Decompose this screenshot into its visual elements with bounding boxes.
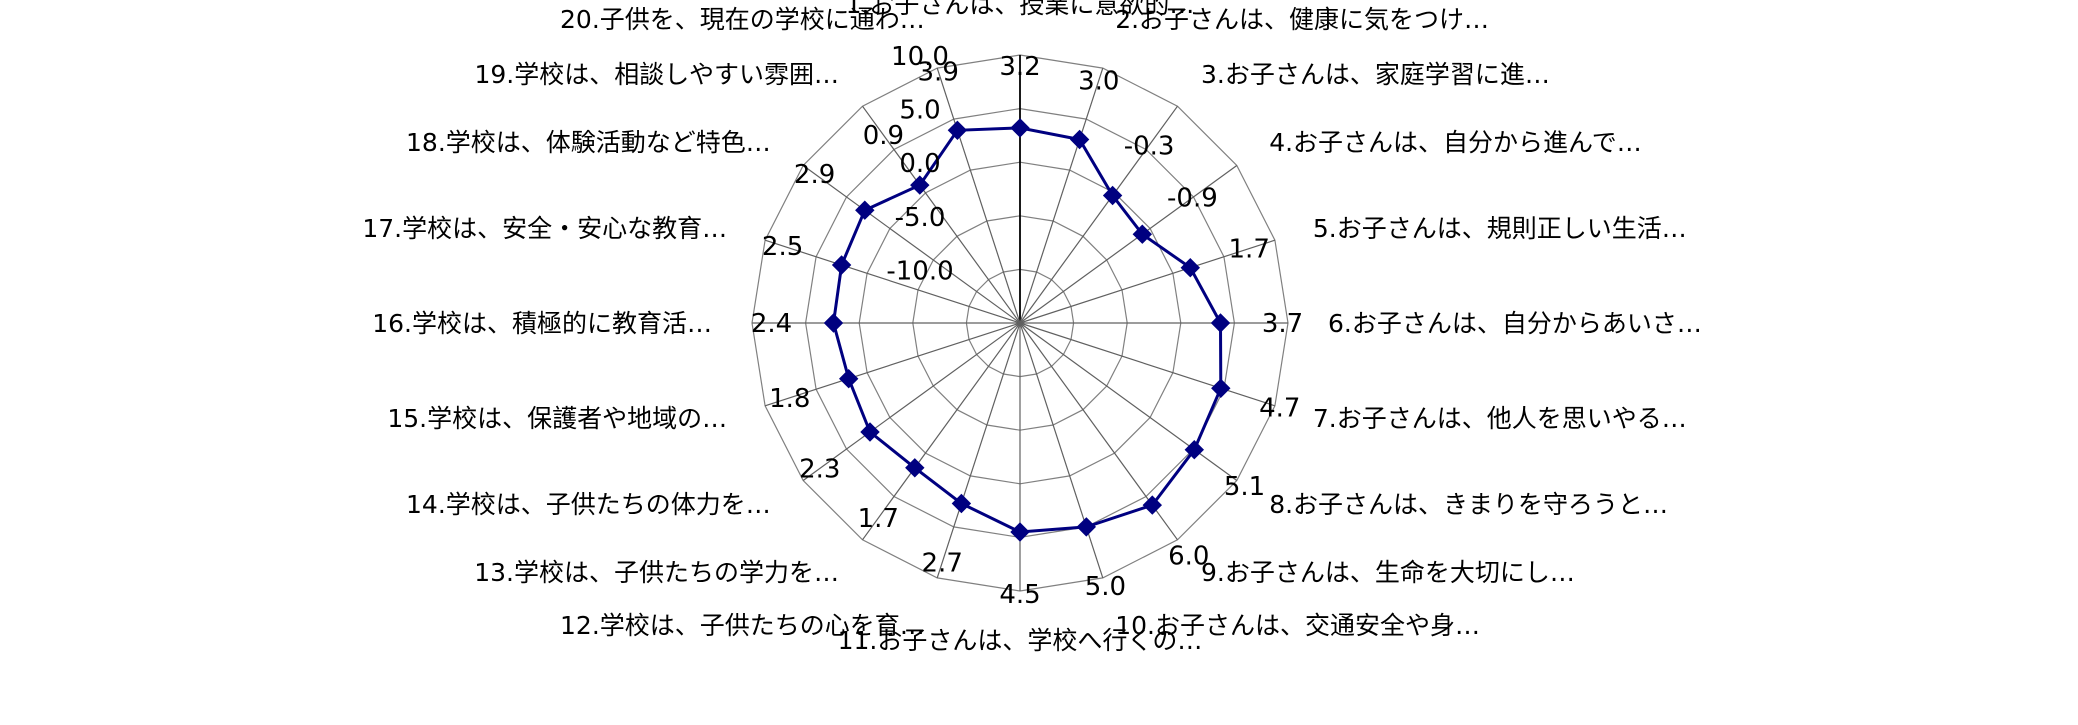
category-label: 13.学校は、子供たちの学力を… [474,558,839,587]
category-label: 16.学校は、積極的に教育活… [372,309,712,338]
data-label: 2.3 [799,455,840,485]
data-point [860,422,880,442]
category-label: 7.お子さんは、他人を思いやる… [1313,404,1687,433]
grid-spoke [1019,322,1104,579]
category-label: 5.お子さんは、規則正しい生活… [1313,214,1687,243]
series-line [831,126,1223,534]
data-point [910,175,930,195]
grid-spoke [936,67,1021,324]
grid-spoke [1019,239,1276,324]
grid-spoke [802,322,1021,481]
data-point [831,255,852,275]
category-label: 17.学校は、安全・安心な教育… [362,214,727,243]
category-label: 12.学校は、子供たちの心を育… [560,611,925,640]
data-label: 0.9 [863,121,904,151]
data-label: 6.0 [1168,541,1209,571]
data-point [1069,129,1090,150]
data-label: 2.9 [794,160,835,190]
data-label: 2.4 [751,309,792,339]
axis-tick-label: 10.0 [891,42,949,72]
data-point [1142,495,1163,515]
data-label: 4.7 [1259,393,1300,423]
category-label: 1.お子さんは、授業に意欲的… [846,0,1195,19]
data-label: 5.1 [1224,472,1265,502]
data-point [1211,378,1231,399]
category-label: 20.子供を、現在の学校に通わ… [560,5,925,34]
grid-spoke [862,105,1021,324]
grid-spoke [764,322,1021,407]
category-label: 3.お子さんは、家庭学習に進… [1201,60,1550,89]
data-point [1132,224,1153,244]
axis-tick-label: -5.0 [895,203,946,233]
data-point [951,493,972,514]
data-point [905,458,925,478]
axis-tick-label: 0.0 [899,149,940,179]
data-point [1210,313,1231,333]
data-point [1180,257,1201,278]
category-label: 6.お子さんは、自分からあいさ… [1328,309,1702,338]
category-label: 4.お子さんは、自分から進んで… [1269,128,1642,157]
data-label: 4.5 [999,580,1040,610]
category-label: 19.学校は、相談しやすい雰囲… [474,60,839,89]
category-label: 15.学校は、保護者や地域の… [387,404,727,433]
data-point [1184,439,1205,460]
data-label: 2.7 [922,548,963,578]
category-label: 2.お子さんは、健康に気をつけ… [1115,5,1489,34]
grid-spoke [862,322,1021,541]
data-point [838,368,859,389]
category-label: 9.お子さんは、生命を大切にし… [1201,558,1575,587]
grid-spoke [802,165,1021,324]
category-label: 11.お子さんは、学校へ行くの… [838,626,1203,655]
data-label: -0.3 [1124,131,1175,161]
data-point [1102,185,1123,206]
grid-spoke [1019,105,1178,324]
series-layer [823,118,1231,542]
label-layer: -10.0 -5.0 0.0 5.0 10.0 3.2 3.0 -0.3 -0.9 1.7 3.7 4… [362,0,1702,655]
data-point [1010,522,1030,542]
grid-spoke [1019,322,1276,407]
data-label: 1.7 [858,504,899,534]
data-point [947,120,968,141]
category-label: 10.お子さんは、交通安全や身… [1115,611,1480,640]
grid-spoke [1019,67,1104,324]
data-label: -0.9 [1167,184,1218,214]
grid-spoke [1019,322,1238,481]
grid-spoke [764,239,1021,324]
data-label: 5.0 [1085,572,1126,602]
data-label: 2.5 [762,232,803,262]
category-label: 8.お子さんは、きまりを守ろうと… [1269,490,1668,519]
data-label: 3.0 [1078,67,1119,97]
data-point [823,313,844,333]
data-point [1010,118,1030,138]
data-label: 1.7 [1229,235,1270,265]
data-point [855,200,875,220]
data-label: 3.9 [918,57,959,87]
data-label: 3.2 [999,52,1040,82]
grid-spoke [1019,165,1238,324]
data-point [1076,517,1097,537]
data-label: 3.7 [1262,309,1303,339]
axis-tick-label: 5.0 [899,96,940,126]
category-label: 18.学校は、体験活動など特色… [406,128,771,157]
category-label: 14.学校は、子供たちの体力を… [406,490,771,519]
data-label: 1.8 [769,384,810,414]
grid-spoke [936,322,1021,579]
axis-tick-label: -10.0 [886,256,953,286]
